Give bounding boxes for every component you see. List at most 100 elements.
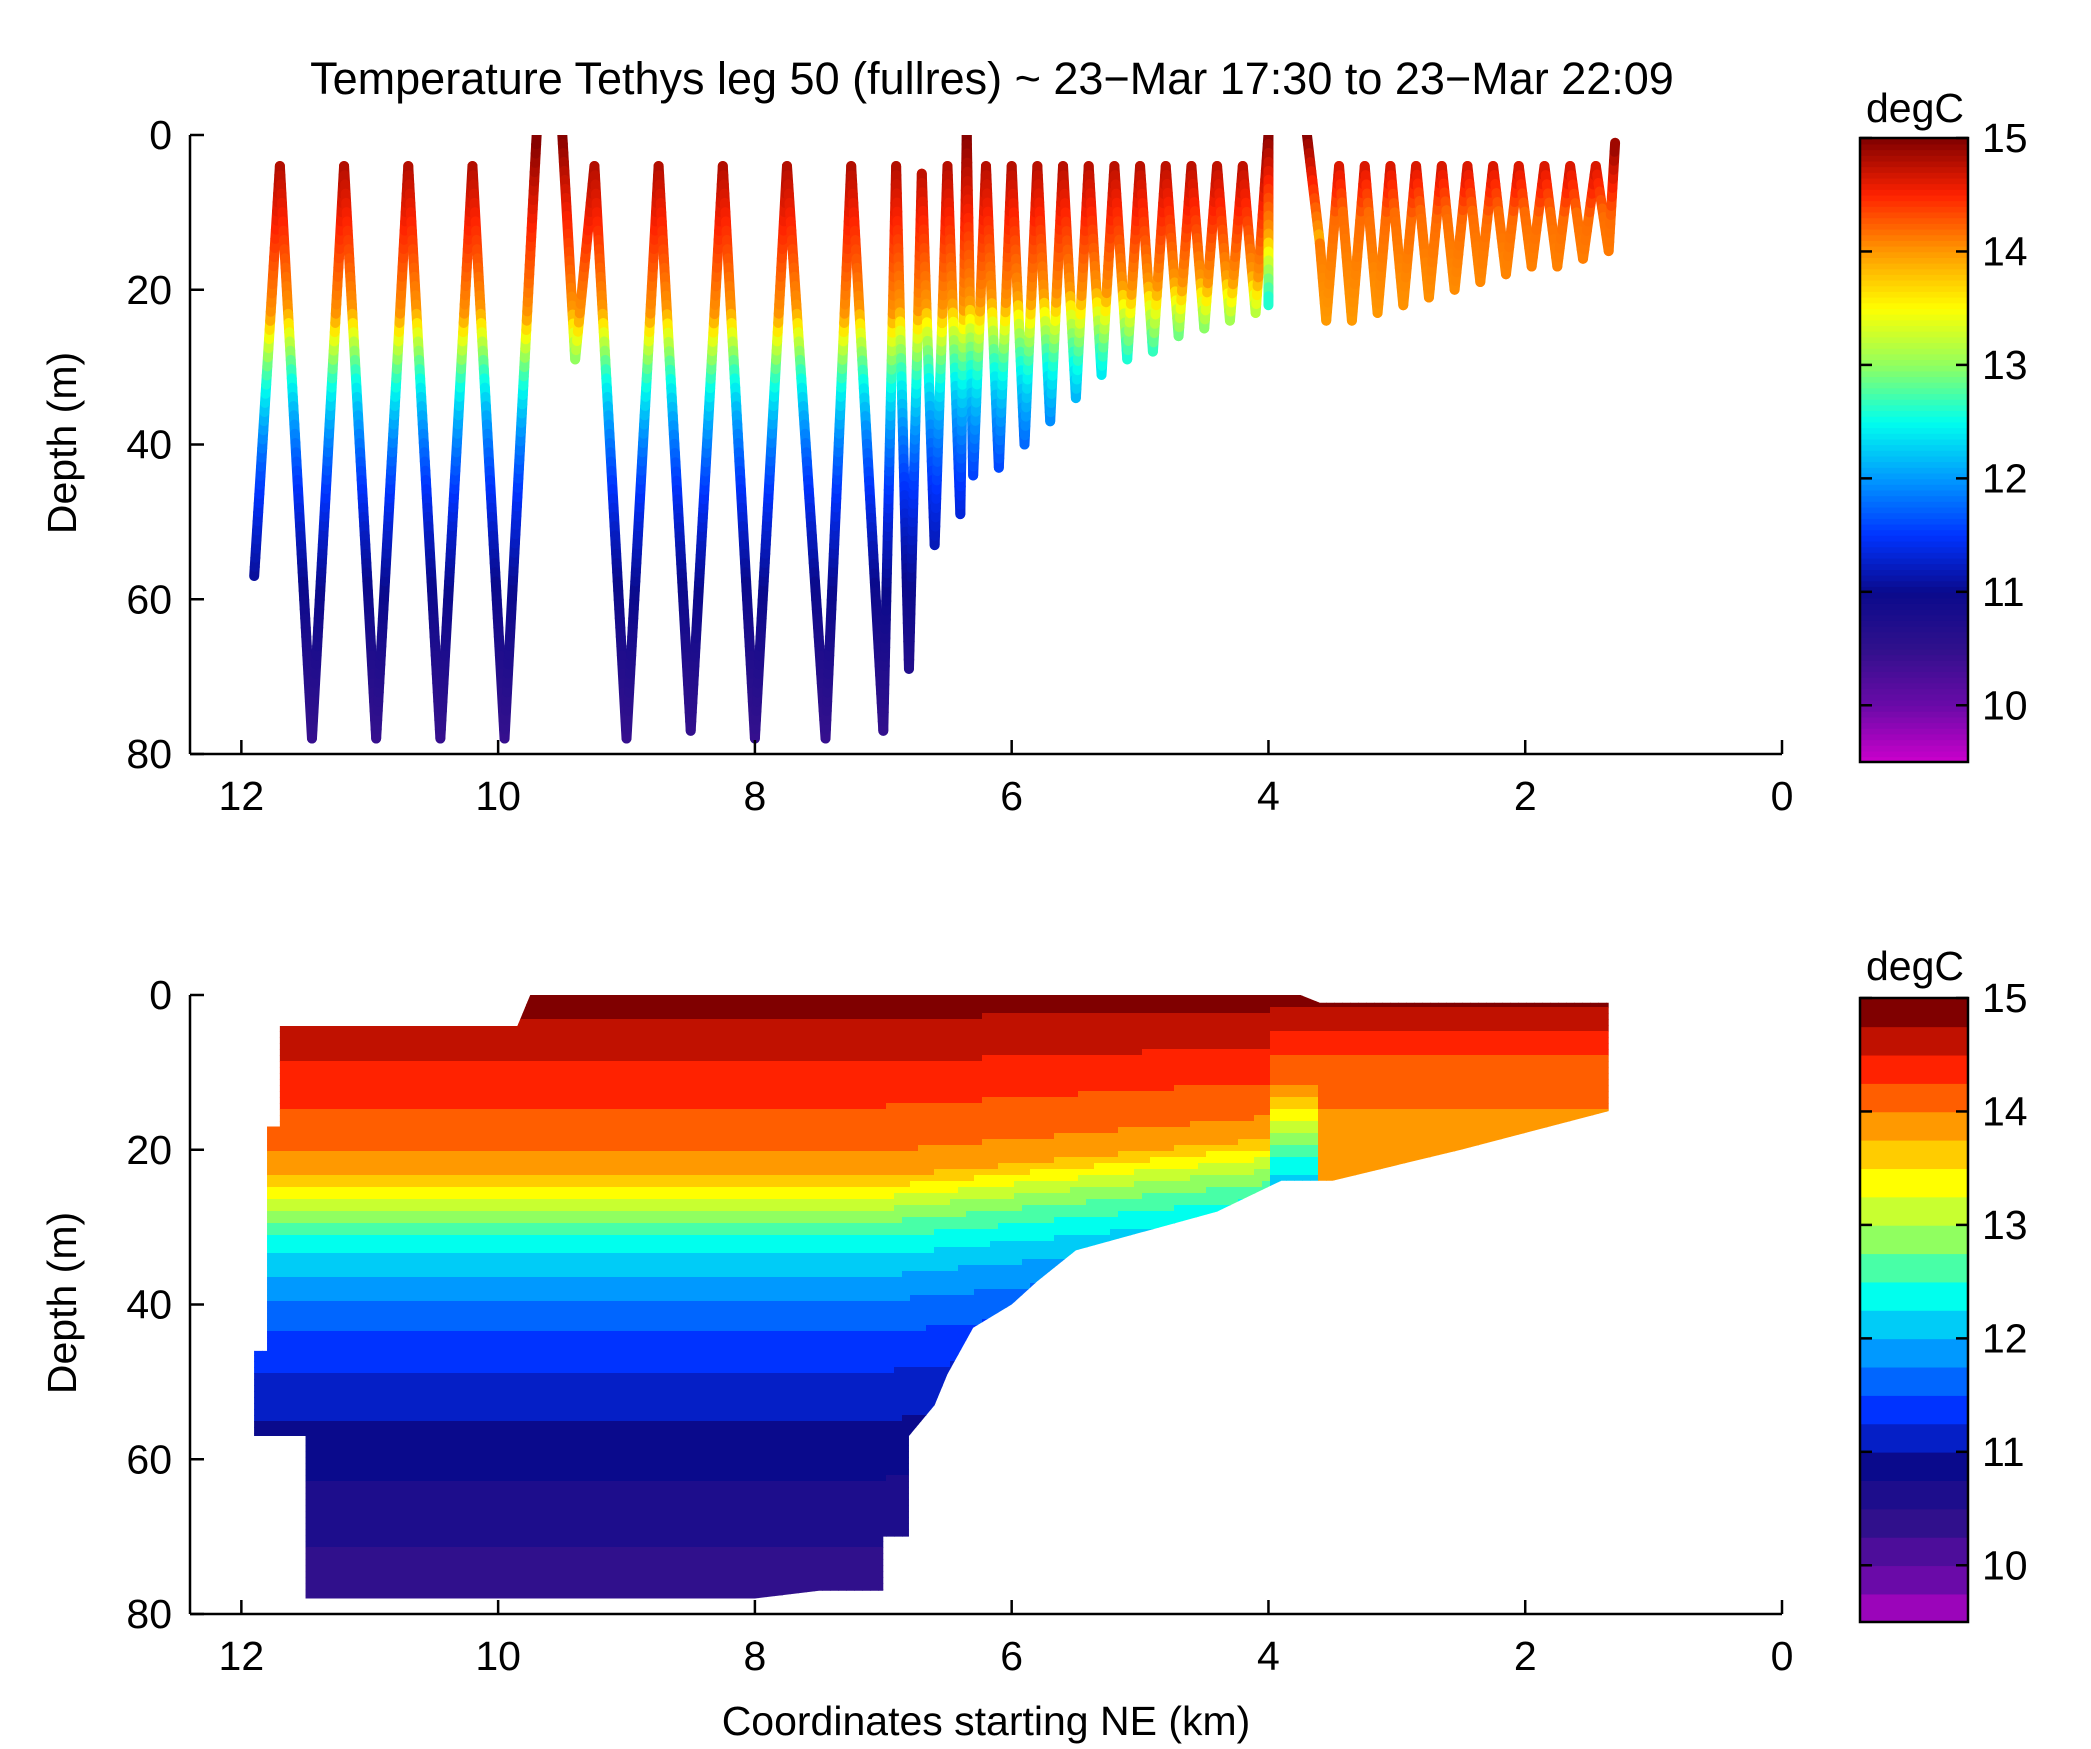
contour-cell	[334, 1409, 343, 1416]
contour-cell	[238, 1313, 247, 1320]
contour-cell	[414, 1511, 423, 1518]
contour-cell	[406, 1463, 415, 1470]
contour-cell	[374, 1253, 383, 1260]
contour-cell	[238, 1073, 247, 1080]
contour-cell	[390, 1535, 399, 1542]
contour-cell	[374, 1469, 383, 1476]
contour-cell	[310, 1199, 319, 1206]
contour-cell	[350, 1019, 359, 1026]
contour-cell	[358, 1541, 367, 1548]
contour-cell	[286, 1397, 295, 1404]
contour-cell	[326, 1403, 335, 1410]
contour-cell	[390, 1379, 399, 1386]
contour-cell	[262, 1505, 271, 1512]
contour-cell	[430, 1277, 439, 1284]
contour-cell	[414, 1373, 423, 1380]
contour-cell	[374, 1097, 383, 1104]
contour-cell	[350, 1493, 359, 1500]
contour-cell	[302, 1571, 311, 1578]
contour-cell	[270, 1013, 279, 1020]
contour-cell	[286, 1409, 295, 1416]
contour-cell	[406, 1433, 415, 1440]
contour-cell	[398, 1391, 407, 1398]
contour-cell	[302, 1559, 311, 1566]
contour-cell	[414, 1007, 423, 1014]
contour-cell	[302, 1139, 311, 1146]
contour-cell	[422, 1463, 431, 1470]
contour-cell	[262, 1049, 271, 1056]
contour-cell	[302, 1349, 311, 1356]
contour-cell	[358, 1469, 367, 1476]
contour-cell	[294, 1583, 303, 1590]
contour-cell	[294, 1247, 303, 1254]
contour-cell	[382, 1187, 391, 1194]
contour-cell	[350, 1409, 359, 1416]
contour-cell	[414, 1385, 423, 1392]
contour-cell	[318, 1385, 327, 1392]
contour-cell	[342, 1229, 351, 1236]
contour-cell	[270, 1133, 279, 1140]
contour-cell	[390, 1487, 399, 1494]
contour-cell	[254, 1397, 263, 1404]
contour-cell	[422, 1085, 431, 1092]
contour-cell	[318, 1031, 327, 1038]
contour-cell	[318, 1259, 327, 1266]
contour-cell	[238, 1085, 247, 1092]
contour-cell	[374, 1079, 383, 1086]
contour-cell	[358, 1607, 367, 1614]
contour-cell	[278, 1157, 287, 1164]
contour-cell	[254, 1505, 263, 1512]
contour-cell	[326, 1307, 335, 1314]
contour-cell	[422, 1157, 431, 1164]
contour-cell	[270, 1499, 279, 1506]
contour-cell	[342, 1277, 351, 1284]
contour-cell	[342, 1313, 351, 1320]
contour-cell	[262, 1385, 271, 1392]
contour-cell	[342, 1535, 351, 1542]
contour-cell	[326, 1259, 335, 1266]
contour-cell	[390, 1343, 399, 1350]
contour-cell	[334, 1271, 343, 1278]
contour-cell	[398, 1211, 407, 1218]
contour-cell	[406, 1505, 415, 1512]
contour-cell	[374, 1349, 383, 1356]
contour-cell	[382, 1025, 391, 1032]
contour-cell	[262, 1595, 271, 1599]
contour-cell	[254, 1235, 255, 1242]
contour-cell	[350, 1295, 359, 1302]
contour-cell	[406, 1325, 415, 1332]
contour-cell	[366, 1283, 375, 1290]
contour-cell	[382, 1049, 391, 1056]
contour-cell	[302, 1343, 311, 1350]
contour-cell	[238, 1193, 247, 1200]
top-y-tick-label: 20	[126, 267, 172, 313]
contour-cell	[374, 1505, 383, 1512]
contour-cell	[430, 1001, 439, 1008]
contour-cell	[406, 995, 415, 1002]
contour-cell	[398, 1583, 407, 1590]
contour-cell	[286, 1205, 295, 1212]
contour-cell	[326, 1475, 335, 1482]
contour-cell	[414, 1403, 423, 1410]
contour-cell	[398, 995, 407, 1002]
contour-cell	[382, 1451, 391, 1458]
contour-cell	[286, 1313, 295, 1320]
contour-cell	[334, 995, 343, 1002]
contour-cell	[358, 1493, 367, 1500]
contour-cell	[366, 1229, 375, 1236]
contour-cell	[262, 1325, 271, 1332]
contour-cell	[294, 1259, 303, 1266]
contour-cell	[366, 1469, 375, 1476]
contour-cell	[430, 1127, 439, 1134]
contour-cell	[254, 1061, 263, 1068]
contour-cell	[350, 1157, 359, 1164]
contour-cell	[254, 1553, 255, 1560]
contour-cell	[382, 1325, 391, 1332]
contour-cell	[254, 1475, 255, 1482]
contour-cell	[342, 1331, 351, 1338]
contour-cell	[366, 1013, 375, 1020]
contour-cell	[374, 1439, 383, 1446]
contour-cell	[286, 1337, 295, 1344]
contour-cell	[326, 1373, 335, 1380]
contour-cell	[358, 1031, 367, 1038]
